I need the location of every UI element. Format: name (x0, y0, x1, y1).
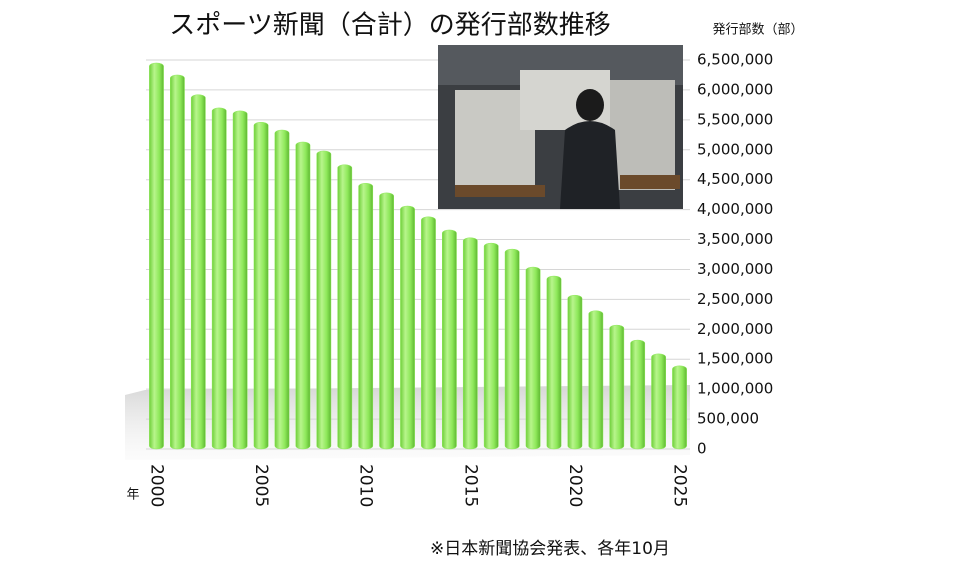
bar (421, 216, 436, 450)
y-tick-label: 1,000,000 (697, 380, 773, 398)
x-tick-label: 2010 (356, 464, 376, 507)
y-tick-label: 4,000,000 (697, 200, 773, 218)
x-tick-label: 2025 (670, 464, 690, 507)
bar (190, 94, 206, 450)
y-tick-label: 3,500,000 (697, 230, 773, 248)
bar (483, 242, 499, 450)
bar (525, 266, 541, 450)
bar (651, 353, 666, 450)
y-tick-label: 6,500,000 (697, 51, 773, 69)
y-tick-label: 6,000,000 (697, 80, 773, 98)
bar (337, 164, 353, 450)
chart-title: スポーツ新聞（合計）の発行部数推移 (169, 11, 610, 41)
bar (442, 229, 457, 450)
x-tick-label: 2020 (565, 464, 585, 507)
x-axis-label: 年 (126, 488, 139, 503)
bar (358, 183, 374, 450)
photo (438, 45, 683, 209)
x-tick-label: 2000 (146, 464, 166, 507)
y-tick-label: 1,500,000 (697, 350, 773, 368)
y-tick-label: 2,000,000 (697, 320, 773, 338)
y-tick-label: 5,000,000 (697, 140, 773, 158)
bar (253, 121, 269, 450)
bar (316, 150, 332, 450)
bar (462, 237, 478, 450)
bar (149, 62, 164, 450)
y-tick-label: 4,500,000 (697, 170, 773, 188)
bar (609, 324, 625, 450)
bar (567, 294, 583, 450)
bar (211, 107, 227, 450)
y-tick-label: 500,000 (697, 410, 759, 428)
bar (588, 310, 604, 450)
y-tick-label: 3,000,000 (697, 260, 773, 278)
bar (630, 339, 646, 450)
x-tick-label: 2005 (251, 464, 271, 507)
bar (400, 205, 415, 450)
bar (504, 248, 520, 450)
bar (232, 110, 248, 450)
note: ※日本新聞協会発表、各年10月 (430, 539, 670, 559)
bar (546, 275, 562, 450)
y-tick-label: 0 (697, 440, 707, 458)
bar (295, 141, 311, 450)
bar (274, 129, 290, 450)
bar (672, 365, 687, 450)
bar (170, 74, 185, 450)
x-tick-label: 2015 (460, 464, 480, 507)
y-tick-label: 5,500,000 (697, 110, 773, 128)
y-axis-label: 発行部数（部） (712, 23, 803, 38)
y-tick-label: 2,500,000 (697, 290, 773, 308)
bar (379, 192, 394, 450)
